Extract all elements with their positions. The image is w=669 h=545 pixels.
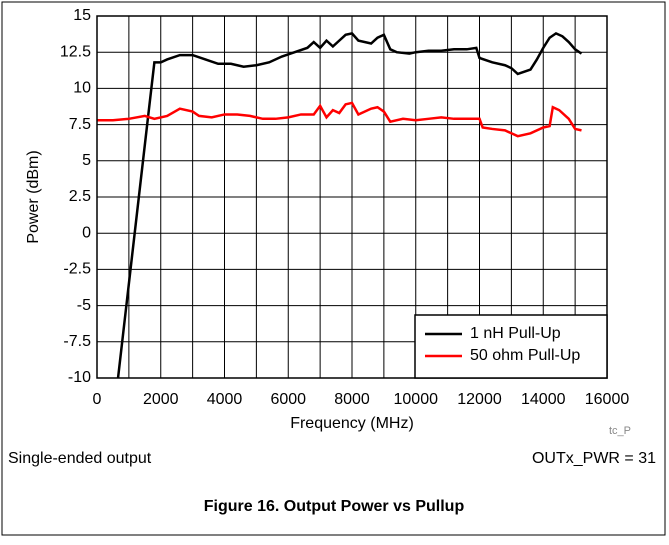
x-tick-label: 6000 xyxy=(270,391,306,408)
y-tick-label: 2.5 xyxy=(69,188,91,205)
x-tick-label: 4000 xyxy=(207,391,243,408)
legend: 1 nH Pull-Up 50 ohm Pull-Up xyxy=(414,314,608,379)
y-axis-label: Power (dBm) xyxy=(25,150,42,243)
figure-frame xyxy=(1,1,666,536)
y-tick-label: -2.5 xyxy=(63,261,91,278)
y-tick-label: 0 xyxy=(82,224,91,241)
y-tick-label: 10 xyxy=(73,80,91,97)
y-tick-label: -7.5 xyxy=(63,333,91,350)
legend-label: 1 nH Pull-Up xyxy=(470,325,561,342)
y-tick-label: 5 xyxy=(82,152,91,169)
x-tick-label: 10000 xyxy=(394,391,439,408)
legend-box xyxy=(414,314,608,379)
lines xyxy=(97,31,583,379)
legend-label: 50 ohm Pull-Up xyxy=(470,347,580,364)
x-tick-label: 2000 xyxy=(143,391,179,408)
x-tick-label: 14000 xyxy=(521,391,566,408)
y-tick-label: 15 xyxy=(73,7,91,24)
x-tick-label: 0 xyxy=(93,391,102,408)
caption: Figure 16. Output Power vs Pullup xyxy=(204,498,465,515)
series-line xyxy=(116,31,583,379)
x-tick-label: 16000 xyxy=(585,391,630,408)
plot-frame xyxy=(96,15,608,379)
x-tick-label: 8000 xyxy=(334,391,370,408)
tag: tc_P xyxy=(609,425,631,437)
y-tick-label: -10 xyxy=(68,369,91,386)
y-tick-label: -5 xyxy=(77,297,91,314)
y-tick-label: 7.5 xyxy=(69,116,91,133)
note-left: Single-ended output xyxy=(8,450,152,467)
x-axis-label: Frequency (MHz) xyxy=(290,415,414,432)
note-right: OUTx_PWR = 31 xyxy=(532,450,656,467)
x-tick-label: 12000 xyxy=(457,391,502,408)
series-line xyxy=(97,101,582,138)
y-tick-label: 12.5 xyxy=(60,43,91,60)
